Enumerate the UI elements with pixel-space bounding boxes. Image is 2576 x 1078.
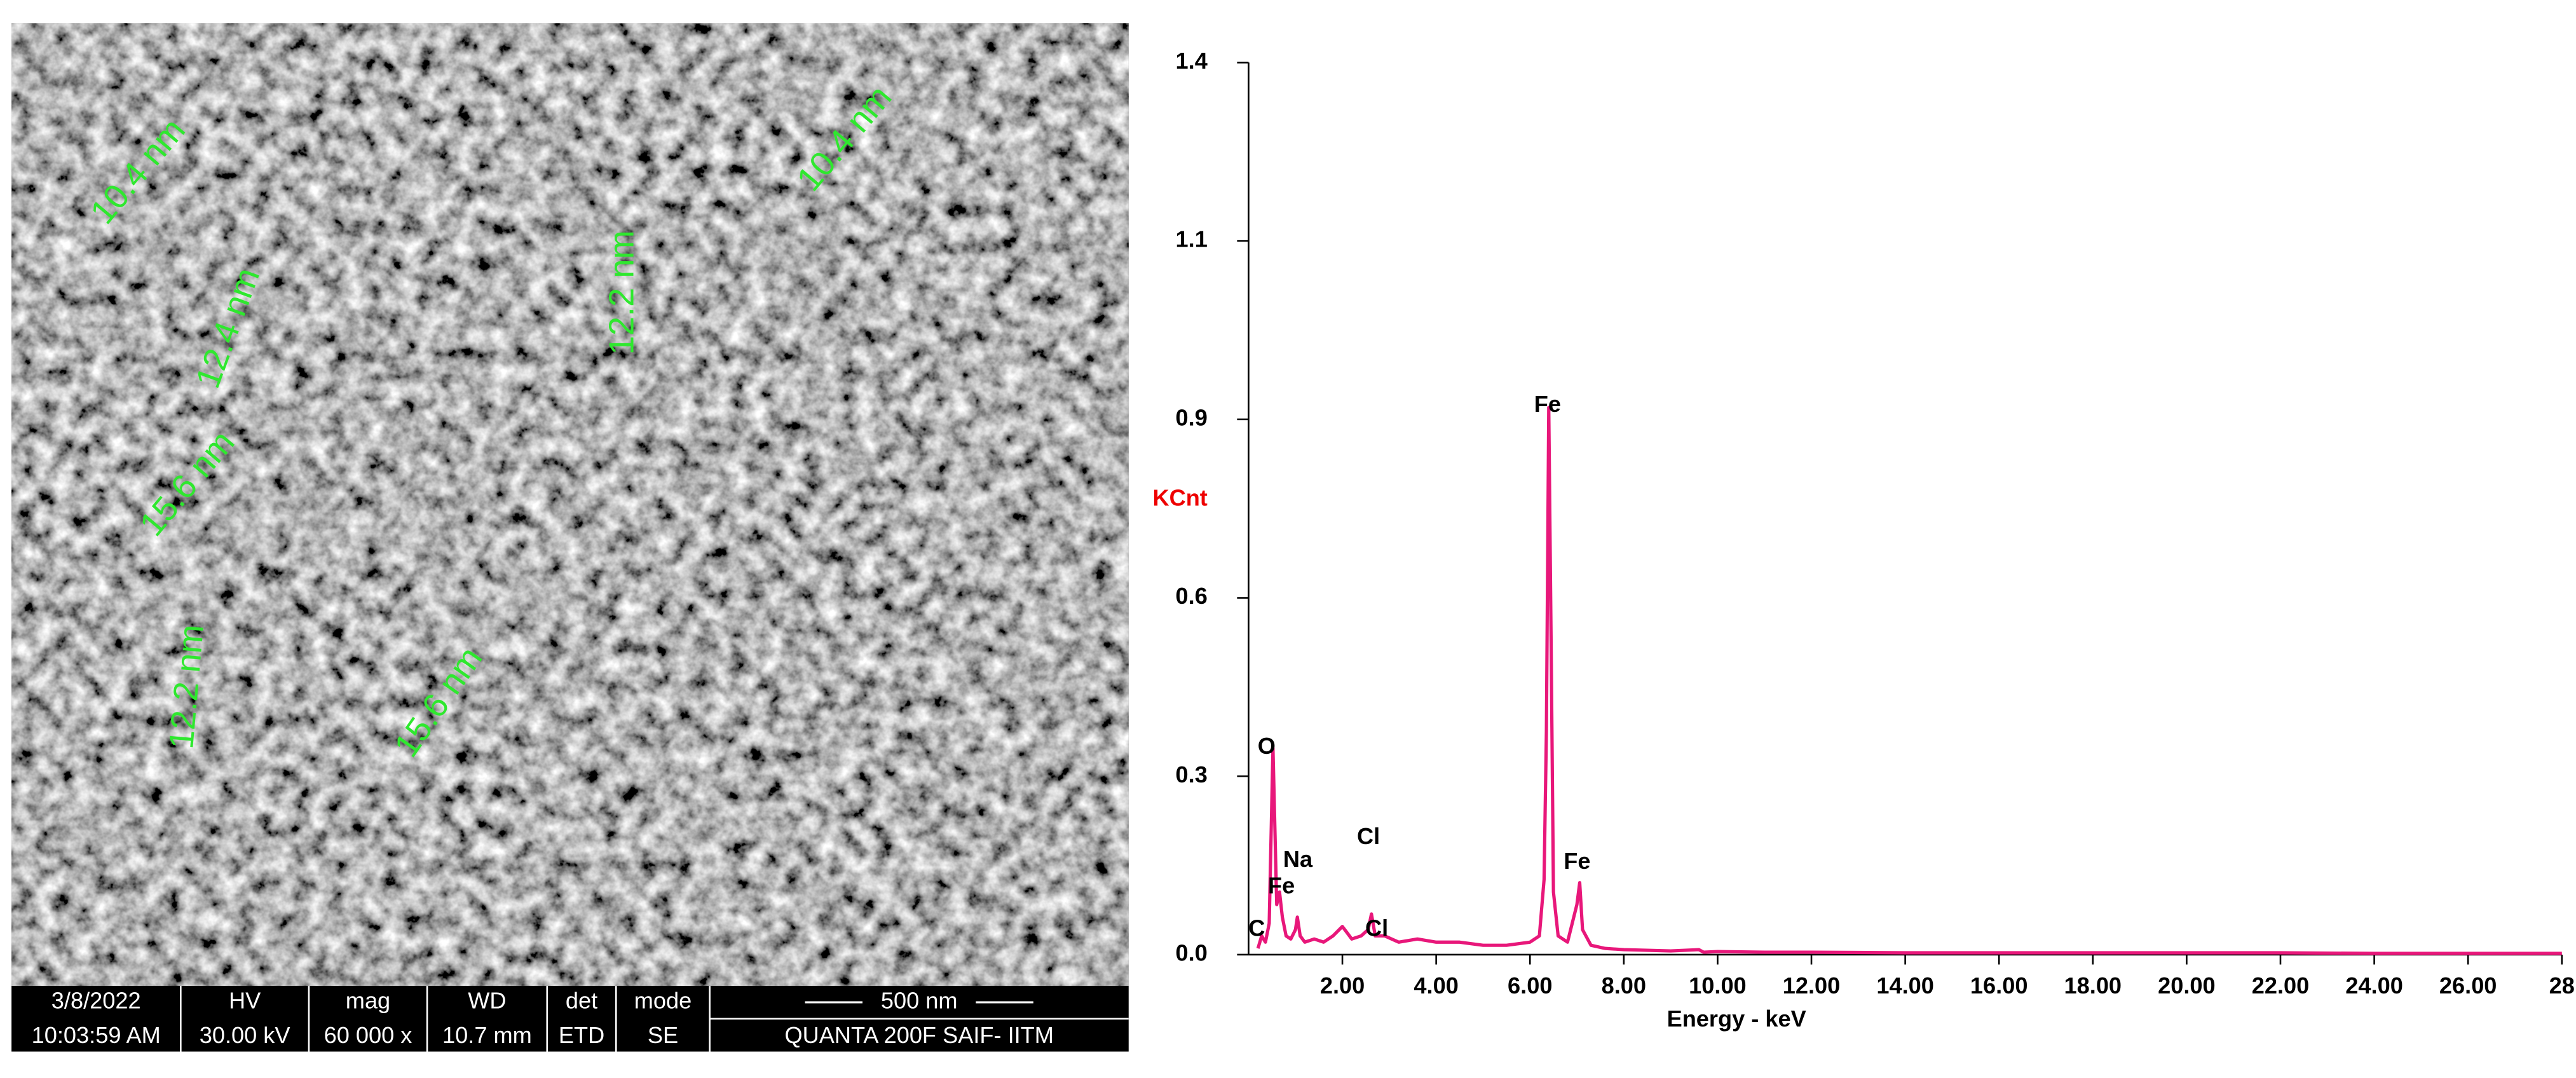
- y-tick-label: 0.0: [1176, 940, 1208, 966]
- info-text: QUANTA 200F SAIF- IITM: [784, 1022, 1053, 1048]
- info-text: 60 000 x: [324, 1022, 412, 1048]
- x-tick-label: 16.00: [1970, 972, 2028, 999]
- peak-label: Fe: [1564, 848, 1590, 874]
- size-annotation: 12.2 nm: [603, 230, 641, 355]
- peak-label: Cl: [1365, 915, 1388, 941]
- x-tick-label: 2.00: [1320, 972, 1365, 999]
- x-tick-label: 18.00: [2064, 972, 2122, 999]
- info-text: 30.00 kV: [200, 1022, 290, 1048]
- spectrum-line: [1256, 406, 2562, 955]
- y-tick-label: 1.4: [1176, 48, 1208, 74]
- x-tick-label: 10.00: [1689, 972, 1747, 999]
- x-tick-label: 14.00: [1876, 972, 1934, 999]
- x-tick-label: 20.00: [2158, 972, 2216, 999]
- info-text: det: [566, 987, 597, 1013]
- info-text: HV: [229, 987, 261, 1013]
- info-text: mode: [634, 987, 692, 1013]
- y-axis-title: KCnt: [1152, 485, 1207, 511]
- eds-chart: KCnt Energy - keV 0.0 0.3 0.6 0.9 1.1 1.4 2.00…: [1152, 48, 2574, 1032]
- y-tick-label: 1.1: [1176, 226, 1208, 252]
- info-text: SE: [648, 1022, 678, 1048]
- y-tick-label: 0.6: [1176, 583, 1208, 609]
- x-tick-label: 6.00: [1508, 972, 1552, 999]
- x-tick-label: 12.00: [1783, 972, 1841, 999]
- info-text: ETD: [559, 1022, 604, 1048]
- info-text: mag: [346, 987, 390, 1013]
- x-tick-label: 26.00: [2439, 972, 2497, 999]
- x-tick-label: 28: [2549, 972, 2575, 999]
- peak-label: Na: [1283, 846, 1313, 872]
- info-text: 3/8/2022: [51, 987, 141, 1013]
- info-bar-text: 3/8/2022 HV mag WD det mode 500 nm 10:03:59 AM 3…: [32, 986, 1129, 1052]
- sem-texture: [11, 23, 1129, 986]
- info-text: 10.7 mm: [442, 1022, 532, 1048]
- peak-label: Fe: [1268, 873, 1295, 899]
- x-tick-label: 22.00: [2252, 972, 2310, 999]
- peak-label: O: [1258, 733, 1276, 759]
- x-axis-title: Energy - keV: [1667, 1006, 1806, 1032]
- peak-label: Fe: [1534, 391, 1561, 417]
- y-tick-label: 0.3: [1176, 761, 1208, 788]
- x-tick-label: 4.00: [1414, 972, 1458, 999]
- x-tick-label: 24.00: [2345, 972, 2403, 999]
- peak-label: Cl: [1357, 823, 1380, 849]
- peak-label: C: [1248, 915, 1265, 941]
- y-tick-label: 0.9: [1176, 404, 1208, 430]
- x-tick-label: 8.00: [1602, 972, 1646, 999]
- info-text: 10:03:59 AM: [32, 1022, 161, 1048]
- info-text: WD: [468, 987, 506, 1013]
- info-text: 500 nm: [881, 987, 958, 1013]
